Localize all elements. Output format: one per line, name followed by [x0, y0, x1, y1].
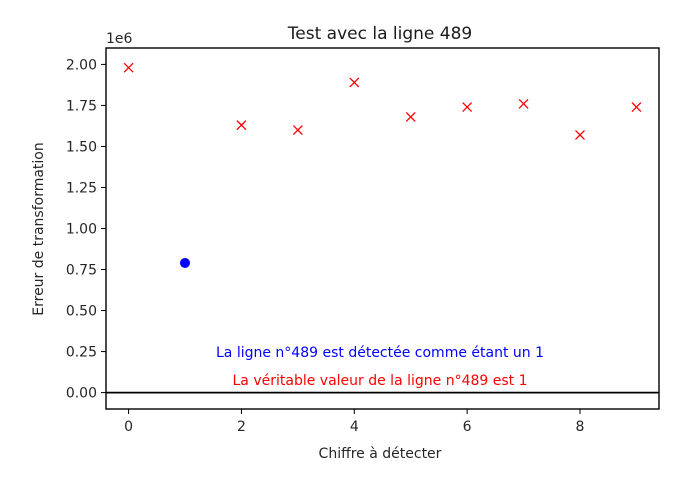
x-tick-label: 4: [350, 419, 359, 435]
y-tick-label: 0.75: [66, 263, 97, 279]
data-point-circle-marker: [180, 257, 190, 268]
x-marker-stroke: [292, 125, 303, 136]
data-point-x-marker: [518, 98, 529, 109]
y-tick-label: 1.00: [66, 222, 97, 238]
annotation-text: La véritable valeur de la ligne n°489 es…: [233, 373, 528, 389]
y-tick-label: 0.50: [66, 304, 97, 320]
data-point-x-marker: [631, 102, 642, 113]
y-tick-label: 1.75: [66, 98, 97, 114]
y-tick-label: 1.50: [66, 139, 97, 155]
x-marker-stroke: [123, 62, 134, 73]
x-marker-stroke: [631, 102, 642, 113]
y-axis-title: Erreur de transformation: [31, 142, 47, 315]
data-point-x-marker: [462, 102, 473, 113]
x-tick-label: 0: [124, 419, 133, 435]
data-point-x-marker: [236, 120, 247, 131]
data-point-x-marker: [292, 125, 303, 136]
y-tick-label: 0.00: [66, 386, 97, 402]
x-marker-stroke: [236, 120, 247, 131]
plot-area: [106, 62, 659, 394]
annotations: La ligne n°489 est détectée comme étant …: [216, 345, 544, 389]
x-marker-stroke: [575, 130, 585, 140]
x-axis-title: Chiffre à détecter: [319, 446, 442, 462]
x-tick-label: 8: [576, 419, 585, 435]
x-marker-stroke: [349, 77, 360, 88]
x-marker-stroke: [518, 98, 529, 109]
data-point-x-marker: [575, 130, 585, 140]
data-point-x-marker: [123, 62, 134, 73]
y-tick-label: 1.25: [66, 180, 97, 196]
x-axis: 0 2 4 6 8: [124, 409, 584, 435]
data-point-x-marker: [349, 77, 360, 88]
y-tick-label: 2.00: [66, 57, 97, 73]
y-axis: 0.00 0.25 0.50 0.75 1.00 1.25 1.50 1.75 2.00: [66, 57, 106, 402]
annotation-text: La ligne n°489 est détectée comme étant …: [216, 345, 544, 361]
y-tick-label: 0.25: [66, 345, 97, 361]
x-marker-stroke: [462, 102, 473, 113]
x-tick-label: 2: [237, 419, 246, 435]
y-offset-label: 1e6: [106, 31, 133, 47]
data-point-x-marker: [405, 111, 416, 122]
x-tick-label: 6: [463, 419, 472, 435]
chart-title: Test avec la ligne 489: [287, 24, 472, 44]
x-marker-stroke: [405, 111, 416, 122]
